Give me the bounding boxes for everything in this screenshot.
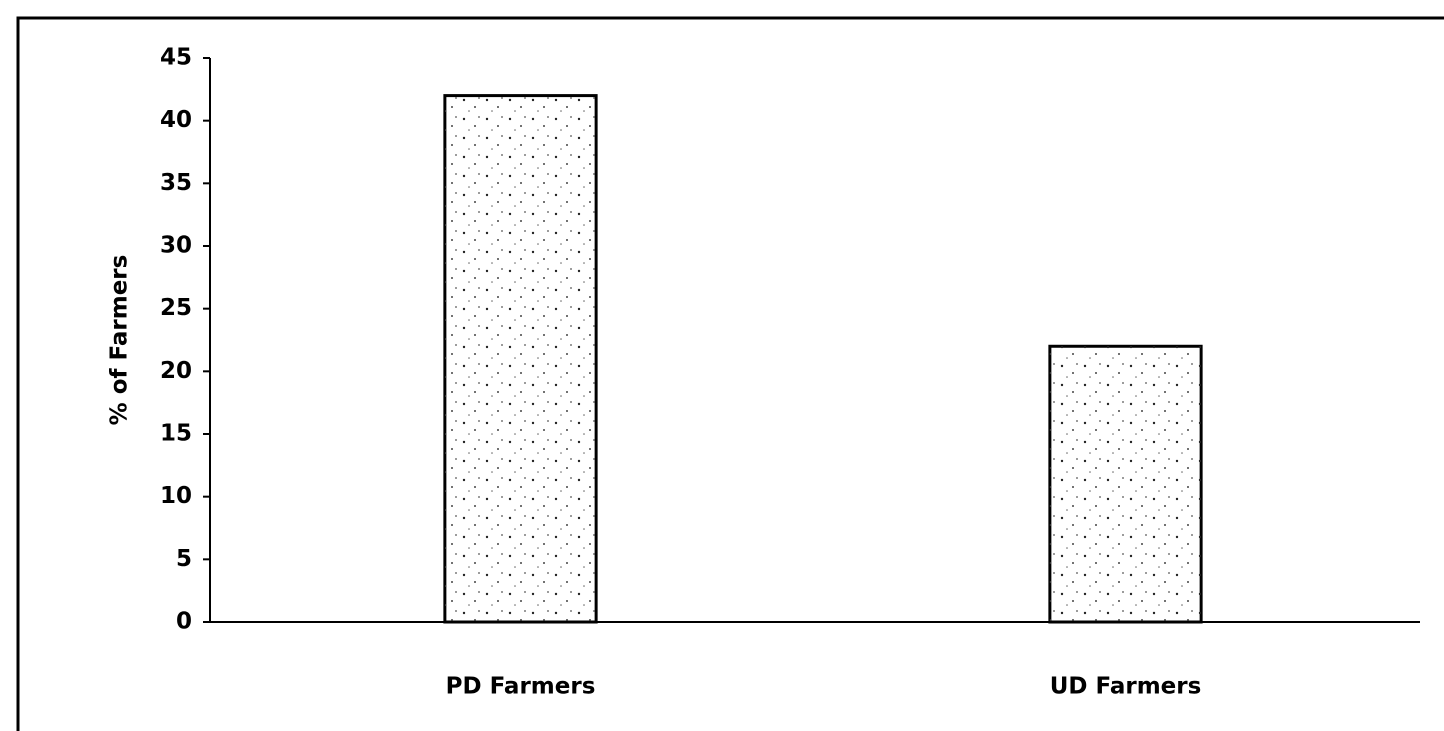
y-tick-label: 0 bbox=[176, 609, 192, 635]
y-tick-label: 45 bbox=[160, 45, 192, 71]
y-tick-label: 15 bbox=[160, 421, 192, 447]
y-tick-label: 5 bbox=[176, 546, 192, 572]
bar-texture bbox=[1049, 346, 1202, 622]
bar-texture bbox=[444, 95, 597, 623]
frame bbox=[16, 16, 1444, 731]
y-tick-label: 35 bbox=[160, 170, 192, 196]
y-tick-label: 10 bbox=[160, 483, 192, 509]
x-tick-label: PD Farmers bbox=[446, 674, 596, 700]
x-tick-label: UD Farmers bbox=[1050, 674, 1202, 700]
y-tick-label: 30 bbox=[160, 233, 192, 259]
y-tick-label: 25 bbox=[160, 295, 192, 321]
y-tick-label: 20 bbox=[160, 358, 192, 384]
y-tick-label: 40 bbox=[160, 107, 192, 133]
y-axis-label: % of Farmers bbox=[107, 255, 133, 426]
